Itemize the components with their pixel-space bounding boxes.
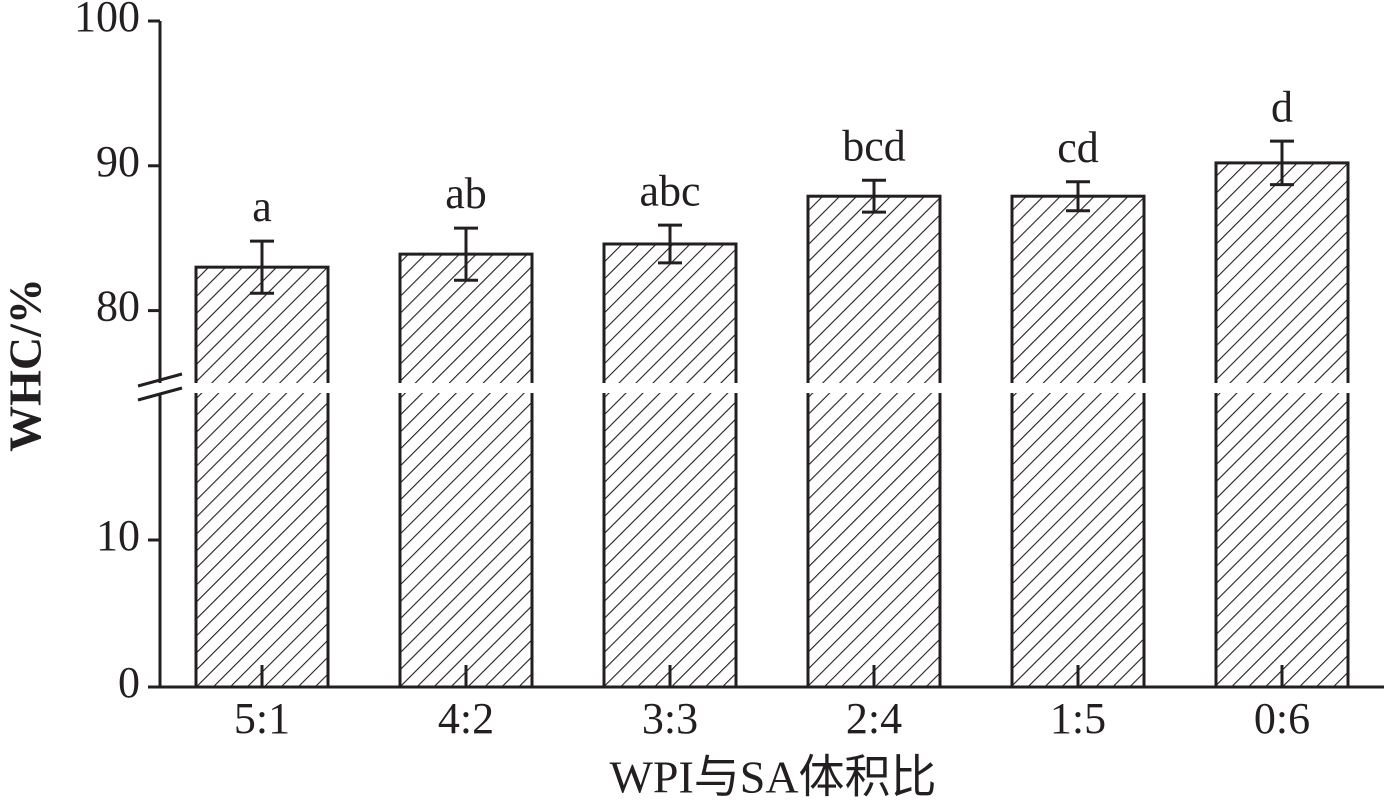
significance-label: bcd: [842, 121, 906, 170]
x-tick-label: 2:4: [846, 694, 902, 743]
y-tick-label: 90: [96, 137, 140, 186]
x-axis-label: WPI与SA体积比: [609, 752, 936, 803]
bar: [602, 242, 738, 689]
axis-break-gap: [140, 383, 1384, 393]
y-tick-label: 10: [96, 511, 140, 560]
error-bar: [1066, 180, 1090, 213]
y-tick-label: 80: [96, 282, 140, 331]
x-tick-label: 5:1: [234, 694, 290, 743]
x-tick-label: 1:5: [1050, 694, 1106, 743]
y-tick-label: 100: [74, 0, 140, 41]
bar: [806, 194, 942, 689]
bar: [398, 252, 534, 689]
significance-label: ab: [445, 169, 487, 218]
significance-label: a: [252, 182, 272, 231]
error-bar: [862, 178, 886, 214]
y-axis-label: WHC/%: [0, 278, 51, 452]
break-mark: [137, 372, 183, 402]
error-bar: [454, 226, 478, 282]
error-bar: [1270, 139, 1294, 187]
bar: [1214, 161, 1350, 689]
error-bar: [250, 239, 274, 295]
significance-label: abc: [639, 166, 700, 215]
error-bar: [658, 223, 682, 265]
significance-label: cd: [1057, 123, 1099, 172]
x-tick-label: 0:6: [1254, 694, 1310, 743]
x-tick-label: 3:3: [642, 694, 698, 743]
y-tick-label: 0: [118, 658, 140, 707]
significance-label: d: [1271, 82, 1293, 131]
bar: [1010, 194, 1146, 689]
x-tick-label: 4:2: [438, 694, 494, 743]
bar: [194, 265, 330, 689]
